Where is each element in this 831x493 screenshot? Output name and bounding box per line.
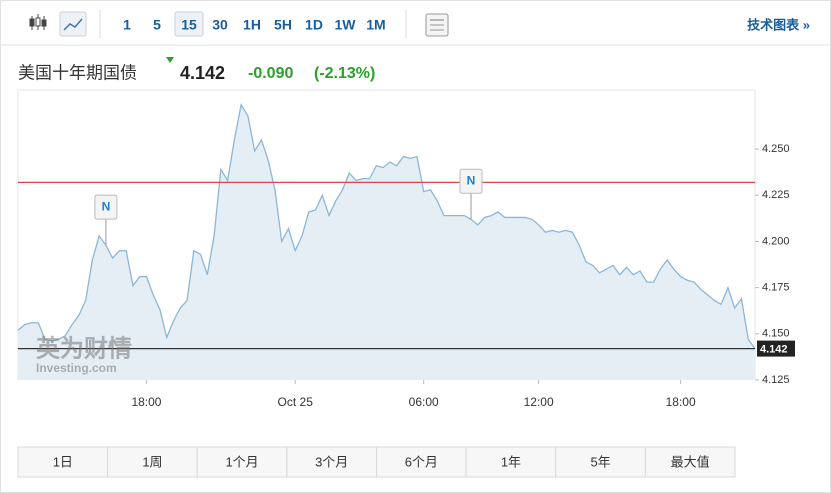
watermark-logo: 英为财情 [36,335,132,362]
area-fill [18,104,755,380]
range-button-label[interactable]: 1年 [501,454,521,469]
range-button[interactable] [465,446,557,478]
interval-button[interactable]: 15 [181,17,197,33]
range-button-label[interactable]: 3个月 [315,454,348,469]
interval-button[interactable]: 1 [123,17,131,33]
range-button[interactable] [555,446,646,478]
news-flag-label: N [467,173,476,187]
range-button[interactable] [644,446,736,478]
news-flag[interactable] [459,168,483,194]
watermark-text: Investing.com [36,361,117,375]
interval-button[interactable]: 1W [335,17,357,33]
interval-button[interactable]: 1M [366,17,385,33]
interval-button[interactable]: 5H [274,17,292,33]
interval-button[interactable]: 30 [212,17,228,33]
range-button-label[interactable]: 5年 [590,454,610,469]
news-flag[interactable] [94,194,118,220]
price: 4.142 [180,63,225,83]
candle-icon[interactable] [29,14,47,30]
y-tick-label: 4.175 [762,282,790,294]
x-tick-label: 18:00 [666,395,696,409]
x-tick-label: 18:00 [131,395,161,409]
y-tick-label: 4.225 [762,189,790,201]
x-tick-label: 06:00 [409,395,439,409]
x-tick-label: Oct 25 [278,395,314,409]
tech-chart-link[interactable]: 技术图表 » [747,17,810,32]
range-button-label[interactable]: 1个月 [225,454,258,469]
last-price-label: 4.142 [760,344,788,356]
range-button-label[interactable]: 6个月 [405,454,438,469]
y-tick-label: 4.250 [762,143,790,155]
down-arrow [166,57,174,63]
range-button[interactable] [107,446,198,478]
x-tick-label: 12:00 [524,395,554,409]
interval-button[interactable]: 1H [243,17,261,33]
price-line [17,103,756,349]
y-tick-label: 4.125 [762,374,790,386]
calendar-icon[interactable] [425,13,449,37]
instrument-name: 美国十年期国债 [18,63,137,82]
range-button[interactable] [286,446,377,478]
change-pct: (-2.13%) [314,65,375,82]
news-flag-label: N [102,199,111,213]
line-icon[interactable] [59,11,87,37]
range-button-label[interactable]: 1日 [53,454,73,469]
range-button-label[interactable]: 1周 [142,454,162,469]
y-tick-label: 4.150 [762,328,790,340]
range-button-label[interactable]: 最大值 [671,454,710,469]
y-tick-label: 4.200 [762,235,790,247]
interval-button[interactable]: 1D [305,17,323,33]
range-button[interactable] [17,446,109,478]
interval-button[interactable]: 5 [153,17,161,33]
interval-selected [174,11,204,37]
change: -0.090 [248,65,293,82]
last-price-tag [757,340,795,357]
